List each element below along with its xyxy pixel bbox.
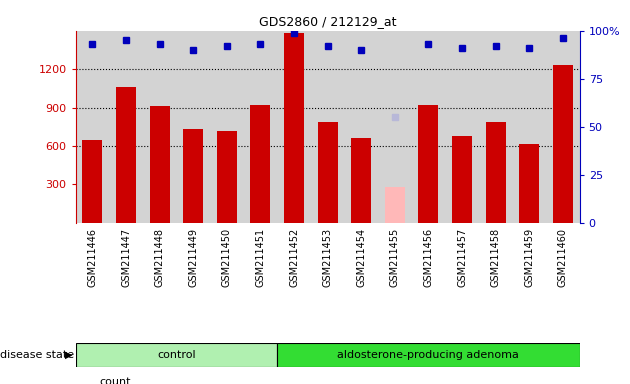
Bar: [318, 122, 338, 223]
Bar: [418, 105, 438, 223]
Bar: [183, 129, 203, 223]
Bar: [385, 187, 405, 223]
Bar: [277, 343, 580, 367]
Bar: [519, 144, 539, 223]
Text: disease state: disease state: [0, 350, 74, 360]
Bar: [284, 33, 304, 223]
Bar: [351, 138, 371, 223]
Bar: [83, 139, 103, 223]
Text: ▶: ▶: [65, 350, 72, 360]
Text: control: control: [157, 350, 196, 360]
Bar: [553, 65, 573, 223]
Bar: [217, 131, 237, 223]
Text: aldosterone-producing adenoma: aldosterone-producing adenoma: [338, 350, 519, 360]
Bar: [452, 136, 472, 223]
Text: count: count: [100, 377, 131, 384]
Bar: [76, 343, 277, 367]
Bar: [116, 87, 136, 223]
Bar: [486, 122, 506, 223]
Bar: [250, 105, 270, 223]
Bar: [149, 106, 169, 223]
Title: GDS2860 / 212129_at: GDS2860 / 212129_at: [259, 15, 396, 28]
